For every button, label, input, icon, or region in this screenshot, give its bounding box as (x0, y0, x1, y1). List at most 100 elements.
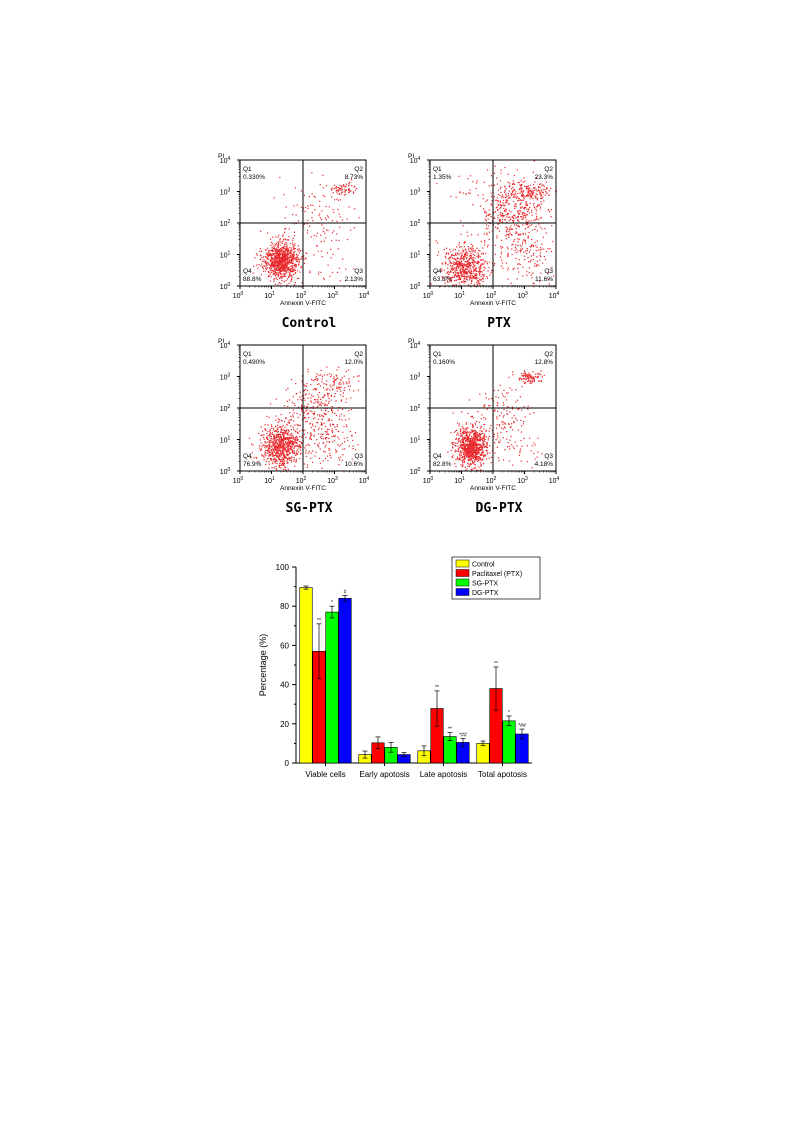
event-point (272, 258, 274, 260)
event-point (449, 248, 451, 251)
event-point (497, 435, 499, 437)
event-point (274, 260, 276, 262)
event-point (466, 432, 468, 434)
event-point (319, 213, 321, 215)
event-point (512, 221, 514, 223)
event-point (481, 452, 483, 454)
event-point (279, 453, 281, 455)
event-point (464, 460, 466, 462)
event-point (276, 278, 278, 281)
event-point (286, 454, 288, 456)
event-point (461, 441, 463, 443)
event-point (281, 426, 283, 428)
event-point (516, 210, 518, 212)
event-point (295, 453, 298, 455)
event-point (291, 268, 293, 270)
event-point (497, 217, 499, 219)
event-point (513, 217, 515, 219)
event-point (456, 269, 458, 271)
event-point (535, 265, 537, 267)
event-point (521, 193, 524, 195)
event-point (286, 429, 288, 431)
event-point (504, 210, 506, 212)
event-point (476, 452, 478, 454)
event-point (280, 241, 282, 243)
event-point (281, 460, 283, 462)
event-point (449, 262, 451, 264)
event-point (478, 274, 481, 276)
event-point (280, 250, 282, 252)
event-point (279, 249, 281, 251)
event-point (523, 255, 525, 257)
x-tick-label: 104 (359, 476, 370, 485)
event-point (309, 410, 311, 412)
event-point (354, 227, 356, 229)
event-point (521, 184, 523, 187)
event-point (304, 210, 306, 213)
event-point (470, 443, 472, 445)
event-point (268, 448, 270, 450)
event-point (266, 254, 268, 256)
event-point (456, 442, 458, 444)
event-point (470, 456, 472, 458)
event-point (342, 191, 344, 193)
event-point (358, 375, 360, 377)
event-point (472, 263, 474, 265)
event-point (269, 238, 272, 240)
event-point (498, 223, 500, 225)
event-point (451, 456, 453, 458)
event-point (455, 284, 457, 286)
event-point (279, 254, 281, 256)
event-point (354, 208, 356, 210)
event-point (450, 254, 453, 256)
event-point (270, 440, 272, 442)
event-point (282, 429, 284, 431)
event-point (270, 459, 272, 461)
event-point (345, 371, 347, 373)
event-point (344, 191, 346, 193)
event-point (512, 180, 515, 182)
event-point (273, 449, 275, 451)
event-point (326, 215, 329, 217)
event-point (296, 431, 298, 433)
event-point (313, 402, 315, 404)
event-point (454, 264, 456, 266)
event-point (303, 390, 305, 392)
event-point (461, 456, 464, 459)
event-point (305, 252, 307, 254)
event-point (507, 173, 509, 175)
event-point (522, 232, 524, 234)
event-point (517, 245, 519, 247)
event-point (310, 427, 312, 429)
event-point (515, 228, 517, 230)
event-point (538, 187, 540, 189)
event-point (508, 460, 511, 462)
event-point (295, 438, 297, 440)
y-tick-exponent: 4 (228, 341, 231, 347)
event-point (536, 456, 538, 458)
event-point (542, 189, 544, 191)
event-point (458, 257, 460, 259)
event-point (473, 444, 475, 446)
event-point (270, 241, 273, 243)
y-axis-label: PI (408, 153, 414, 160)
quadrant-percentage: 88.8% (243, 276, 262, 283)
event-point (482, 440, 484, 442)
event-point (273, 459, 275, 461)
event-point (268, 274, 270, 276)
event-point (288, 458, 290, 460)
event-point (293, 450, 295, 452)
event-point (446, 281, 449, 283)
event-point (337, 377, 339, 379)
event-point (465, 434, 468, 436)
event-point (511, 417, 513, 419)
event-point (526, 213, 528, 215)
event-point (282, 263, 284, 265)
event-point (269, 436, 271, 438)
event-point (472, 248, 474, 250)
event-point (458, 260, 460, 262)
event-point (264, 424, 266, 426)
event-point (514, 215, 516, 217)
y-tick-exponent: 1 (418, 251, 421, 257)
event-point (278, 458, 280, 460)
